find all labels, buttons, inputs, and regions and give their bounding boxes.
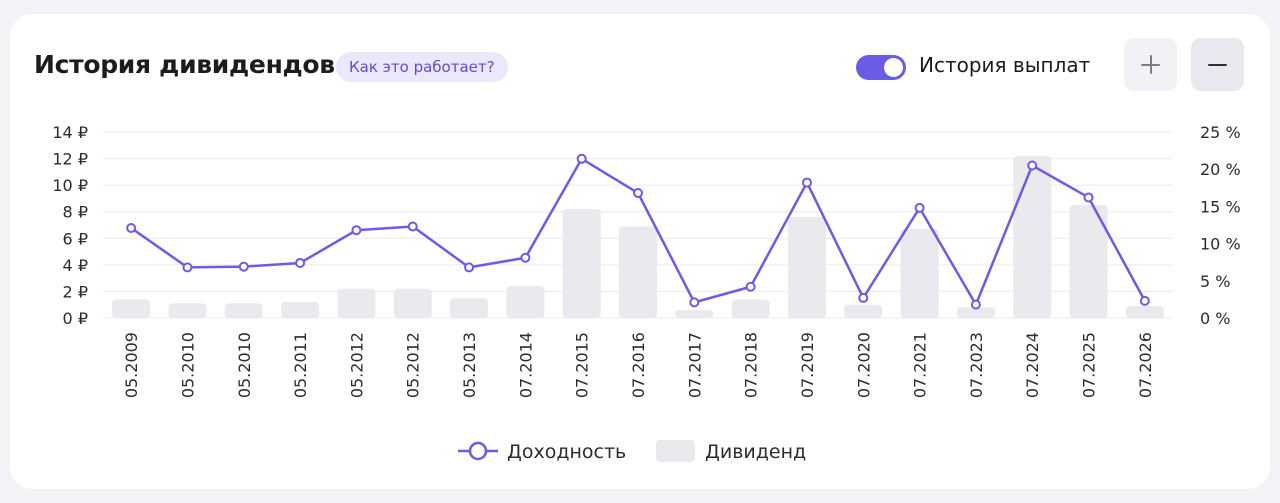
dividend-bar [1125, 306, 1164, 318]
y-left-tick-label: 2 ₽ [63, 282, 88, 301]
y-right-tick-label: 15 % [1200, 197, 1241, 216]
legend-label-dividend: Дивиденд [705, 441, 806, 463]
yield-point [745, 281, 756, 292]
card-header: История дивидендов Как это работает? Ист… [34, 38, 1246, 94]
yield-point [464, 262, 475, 273]
yield-point [801, 177, 812, 188]
dividend-bar [224, 303, 263, 318]
y-left-tick-label: 14 ₽ [52, 123, 88, 142]
yield-point [858, 292, 869, 303]
y-left-tick-label: 12 ₽ [52, 150, 88, 169]
yield-point [295, 257, 306, 268]
x-tick-label: 07.2019 [798, 332, 817, 398]
yield-point [689, 297, 700, 308]
payment-history-toggle[interactable] [856, 55, 906, 80]
yield-point [407, 221, 418, 232]
dividend-chart: 0 ₽ 2 ₽ 4 ₽ 6 ₽ 8 ₽ 10 ₽ 12 ₽ 14 ₽ 0 % 5 % 10 % 15 … [52, 123, 1241, 463]
x-tick-label: 07.2021 [911, 332, 930, 398]
dividend-bar [1069, 205, 1108, 318]
legend-label-yield: Доходность [507, 441, 626, 463]
y-left-tick-label: 6 ₽ [63, 229, 88, 248]
page-title: История дивидендов [34, 50, 335, 79]
x-tick-label: 05.2013 [460, 332, 479, 398]
yield-point [970, 299, 981, 310]
dividend-bar [787, 217, 826, 318]
x-tick-label: 07.2014 [516, 332, 535, 398]
zoom-out-button[interactable] [1191, 38, 1244, 91]
x-tick-label: 07.2024 [1023, 332, 1042, 398]
dividend-bar [506, 286, 545, 318]
dividend-bar [731, 299, 770, 318]
dividend-bar [281, 302, 320, 318]
yield-point [914, 202, 925, 213]
x-tick-label: 07.2025 [1080, 332, 1099, 398]
yield-point [1139, 295, 1150, 306]
yield-point [633, 188, 643, 199]
dividend-bar [619, 226, 657, 318]
x-tick-label: 05.2012 [347, 332, 366, 398]
y-right-tick-label: 5 % [1200, 272, 1230, 291]
x-tick-label: 07.2017 [685, 332, 704, 398]
legend-line-marker [468, 441, 488, 461]
dividend-bar [1013, 155, 1052, 318]
x-tick-label: 05.2010 [235, 332, 254, 398]
x-tick-label: 05.2011 [291, 332, 310, 398]
yield-point [1027, 160, 1038, 171]
legend-bar-swatch [656, 440, 695, 462]
dividend-bar [337, 288, 376, 318]
x-tick-label: 05.2012 [404, 332, 423, 398]
yield-point [1083, 192, 1094, 203]
y-left-tick-label: 10 ₽ [52, 176, 88, 195]
yield-point [351, 225, 362, 236]
toggle-knob [884, 58, 903, 77]
x-tick-label: 07.2023 [967, 332, 986, 398]
payment-history-label: История выплат [919, 53, 1091, 77]
dividend-bar [562, 209, 601, 318]
dividend-bar [900, 228, 939, 318]
dividend-bar [450, 298, 489, 318]
how-it-works-button[interactable]: Как это работает? [336, 52, 508, 82]
dividend-bar [168, 303, 207, 318]
y-left-tick-label: 0 ₽ [63, 309, 88, 328]
x-tick-label: 07.2016 [629, 332, 648, 398]
y-left-tick-label: 8 ₽ [63, 203, 88, 222]
dividend-bar [112, 299, 151, 318]
yield-point [576, 153, 587, 164]
zoom-in-button[interactable] [1124, 38, 1177, 91]
dividend-bar [675, 310, 714, 318]
dividend-history-card: История дивидендов Как это работает? Ист… [10, 14, 1270, 489]
dividend-bar [393, 288, 432, 318]
yield-point [520, 252, 531, 263]
yield-point [126, 222, 137, 233]
dividend-bar [956, 307, 995, 318]
x-tick-label: 07.2018 [742, 332, 761, 398]
y-right-tick-label: 20 % [1200, 160, 1241, 179]
x-tick-label: 07.2026 [1136, 332, 1155, 398]
x-tick-label: 07.2020 [854, 332, 873, 398]
yield-point [238, 261, 249, 272]
x-tick-label: 05.2009 [122, 332, 141, 398]
y-right-tick-label: 25 % [1200, 123, 1241, 142]
x-tick-label: 07.2015 [573, 332, 592, 398]
y-right-tick-label: 10 % [1200, 235, 1241, 254]
dividend-bar [844, 304, 883, 318]
yield-point [182, 262, 193, 273]
y-right-tick-label: 0 % [1200, 309, 1230, 328]
x-tick-label: 05.2010 [178, 332, 197, 398]
y-left-tick-label: 4 ₽ [63, 256, 88, 275]
